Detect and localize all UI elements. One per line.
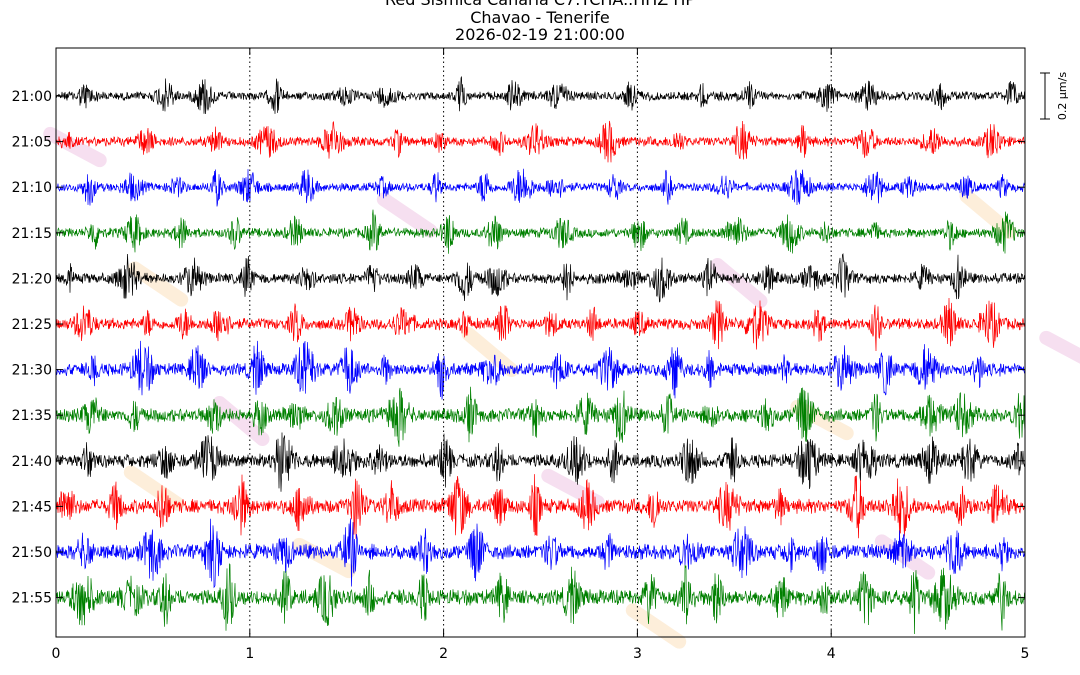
trace-21-55 — [55, 563, 1026, 635]
y-tick-label: 21:45 — [12, 499, 52, 515]
watermark-stroke — [625, 603, 687, 649]
traces — [55, 75, 1026, 635]
watermark-stroke — [212, 396, 270, 446]
chart-title-line-3: 2026-02-19 21:00:00 — [455, 25, 625, 44]
chart-title-line-1: Red Sísmica Canaria C7.TCHA..HHZ HP — [0, 0, 1080, 9]
x-tick-label: 0 — [52, 646, 61, 662]
watermark-stroke — [461, 327, 519, 377]
y-tick-label: 21:05 — [12, 135, 52, 151]
y-tick-label: 21:15 — [12, 226, 52, 242]
trace-21-50 — [55, 518, 1026, 589]
watermark-stroke — [376, 192, 438, 238]
x-tick-label: 5 — [1021, 646, 1030, 662]
trace-21-45 — [55, 474, 1026, 539]
x-axis-ticks: 0 1 2 3 4 5 — [52, 48, 1030, 662]
trace-21-40 — [55, 432, 1026, 492]
scale-bar-label: 0.2 µm/s — [1056, 72, 1069, 120]
x-tick-label: 3 — [633, 646, 642, 662]
watermark-stroke — [123, 465, 185, 511]
watermark — [43, 126, 1080, 649]
trace-21-25 — [55, 297, 1026, 352]
x-tick-label: 2 — [439, 646, 448, 662]
watermark-stroke — [1039, 330, 1080, 372]
vertical-gridlines — [249, 48, 832, 637]
y-tick-label: 21:50 — [12, 545, 52, 561]
y-tick-label: 21:35 — [12, 408, 52, 424]
trace-21-05 — [55, 120, 1026, 163]
plot-frame — [55, 47, 1026, 638]
x-tick-label: 1 — [245, 646, 254, 662]
y-tick-label: 21:30 — [12, 363, 52, 379]
watermark-stroke — [127, 261, 189, 307]
y-tick-label: 21:20 — [12, 271, 52, 287]
y-tick-label: 21:40 — [12, 454, 52, 470]
trace-21-10 — [55, 168, 1026, 207]
watermark-stroke — [292, 537, 356, 579]
trace-21-00 — [55, 75, 1026, 115]
y-tick-label: 21:00 — [12, 89, 52, 105]
chart-title-line-2: Chavao - Tenerife — [470, 8, 610, 27]
y-axis-ticks: 21:00 21:05 21:10 21:15 21:20 21:25 21:30 21:35… — [12, 89, 1025, 607]
x-tick-label: 4 — [827, 646, 836, 662]
y-tick-label: 21:10 — [12, 180, 52, 196]
trace-21-35 — [55, 386, 1026, 447]
y-tick-label: 21:25 — [12, 317, 52, 333]
amplitude-scale-bar: 0.2 µm/s — [1040, 72, 1069, 120]
trace-21-20 — [55, 253, 1026, 303]
y-tick-label: 21:55 — [12, 591, 52, 607]
trace-21-15 — [55, 209, 1026, 254]
trace-21-30 — [55, 340, 1026, 400]
